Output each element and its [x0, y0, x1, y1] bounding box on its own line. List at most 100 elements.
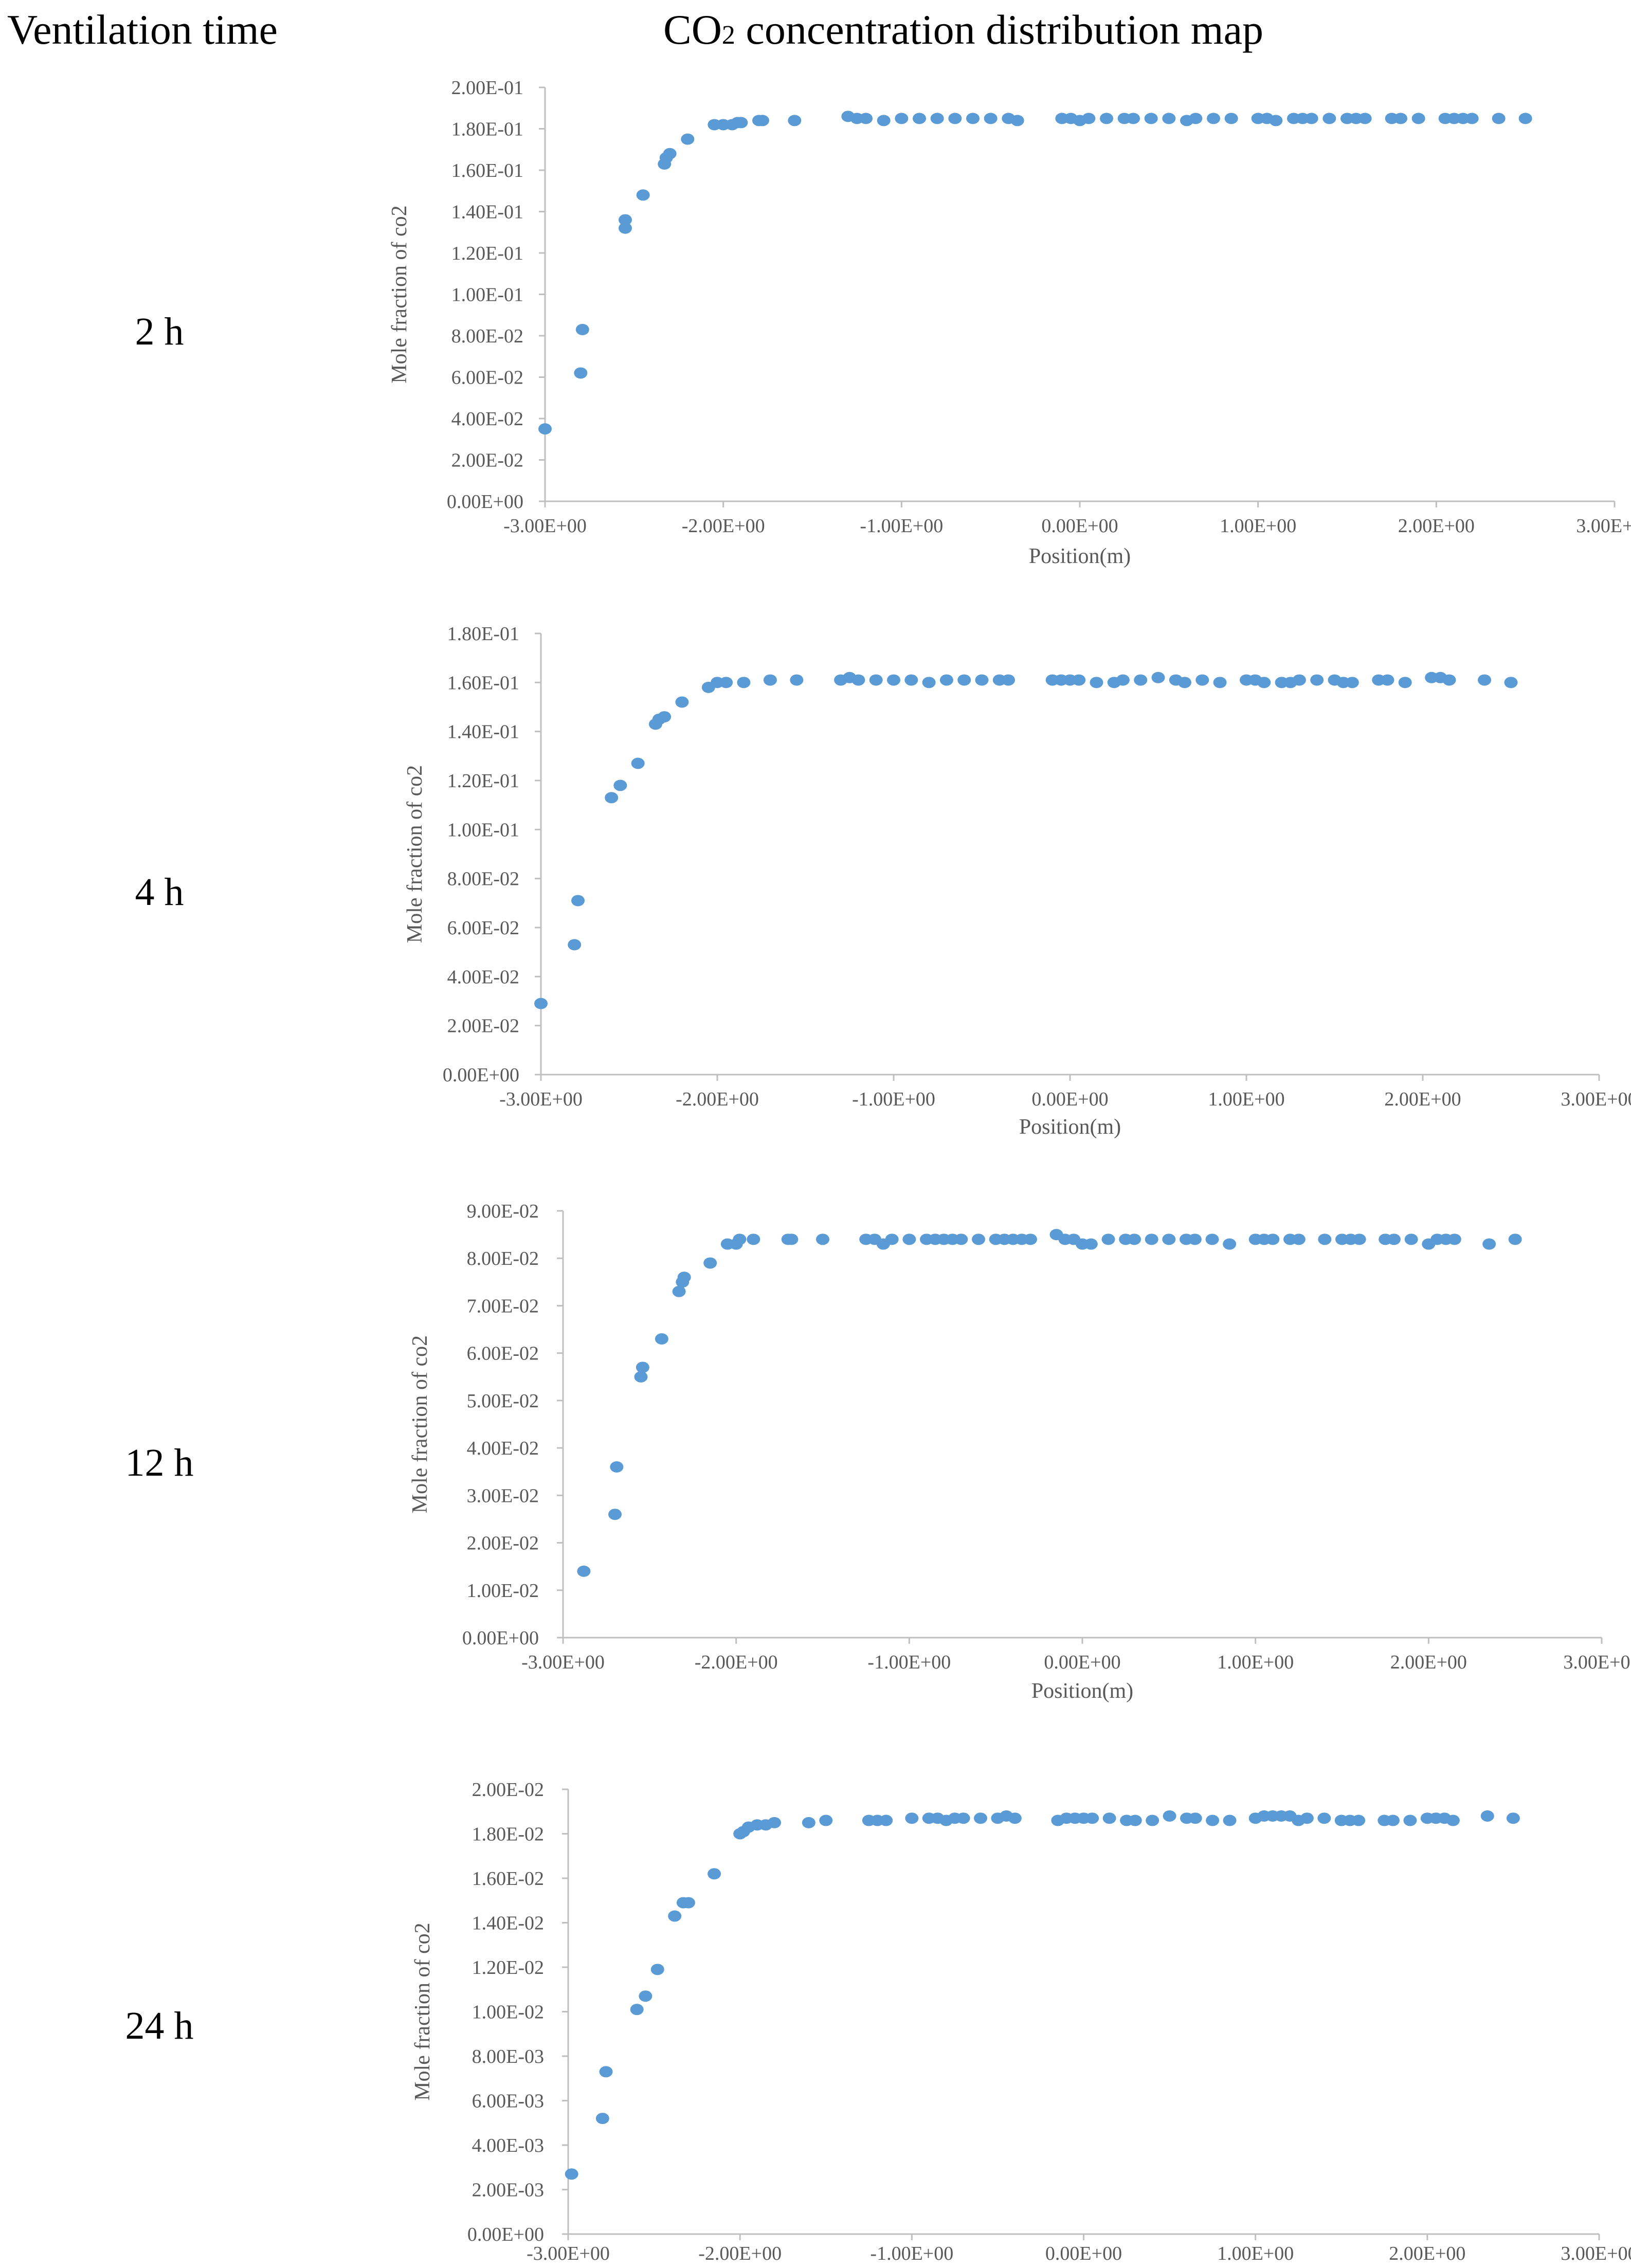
data-point [577, 1565, 591, 1577]
header-co2-suffix: concentration distribution map [735, 6, 1263, 53]
data-point [681, 133, 695, 145]
y-tick-label: 1.40E-01 [447, 721, 519, 743]
y-tick-label: 0.00E+00 [447, 491, 523, 513]
data-point [1128, 1233, 1141, 1245]
x-tick-label: 3.00E+00 [1576, 515, 1631, 537]
data-point [1386, 1815, 1400, 1826]
scatter-chart-2h: 0.00E+00 2.00E-02 4.00E-02 6.00E-02 8.00E-02… [388, 77, 1631, 568]
data-point [859, 113, 873, 124]
x-tick-label: 1.00E+00 [1217, 1652, 1294, 1673]
data-point [1387, 1233, 1401, 1245]
data-point [672, 1285, 686, 1297]
data-point [631, 757, 645, 769]
data-point [1151, 672, 1165, 683]
x-tick-label: 0.00E+00 [1045, 2243, 1122, 2264]
data-point [1116, 674, 1130, 686]
data-point [790, 674, 804, 686]
data-point [887, 674, 900, 686]
x-tick-label: -1.00E+00 [860, 515, 943, 537]
data-point [1128, 1815, 1142, 1826]
data-point [1213, 677, 1227, 688]
data-point [1177, 677, 1191, 688]
y-axis-title: Mole fraction of co2 [403, 765, 427, 943]
data-point [599, 2066, 613, 2078]
data-point [677, 1272, 691, 1283]
data-point [1127, 113, 1140, 124]
y-tick-label: 2.00E-02 [472, 1779, 544, 1801]
y-tick-label: 1.20E-01 [447, 770, 519, 792]
x-tick-label: 2.00E+00 [1389, 2243, 1465, 2264]
data-point [788, 115, 802, 126]
x-tick-label: -3.00E+00 [499, 1088, 583, 1110]
data-point [1145, 1233, 1158, 1245]
y-tick-label: 8.00E-02 [467, 1248, 539, 1269]
data-point [636, 1362, 649, 1373]
data-point [768, 1817, 781, 1828]
data-point [675, 696, 689, 708]
data-point [1352, 1815, 1366, 1826]
y-axis-title: Mole fraction of co2 [408, 1335, 432, 1513]
data-point [879, 1815, 893, 1826]
data-point [575, 323, 589, 335]
data-point [1398, 677, 1412, 688]
x-axis-title: Position(m) [1031, 1679, 1133, 1703]
data-point [639, 1990, 653, 2002]
y-tick-label: 1.40E-01 [451, 202, 523, 223]
y-tick-label: 9.00E-02 [467, 1201, 539, 1222]
y-tick-label: 2.00E-02 [451, 450, 523, 471]
y-tick-label: 0.00E+00 [467, 2224, 544, 2245]
data-point [1223, 1815, 1237, 1826]
data-point [1403, 1815, 1417, 1826]
data-point [1478, 674, 1492, 686]
data-point [655, 1333, 668, 1345]
x-tick-label: -2.00E+00 [698, 2243, 782, 2264]
data-point [1506, 1812, 1520, 1824]
data-point [634, 1371, 648, 1383]
data-point [636, 189, 650, 201]
data-point [534, 997, 548, 1009]
data-point [703, 1257, 717, 1269]
y-tick-label: 8.00E-03 [472, 2046, 544, 2067]
data-point [668, 1910, 682, 1922]
data-point [619, 214, 632, 226]
data-point [1100, 113, 1113, 124]
y-tick-label: 1.60E-01 [447, 672, 519, 694]
data-point [802, 1817, 816, 1828]
data-point [630, 2004, 644, 2016]
x-tick-label: 2.00E+00 [1390, 1652, 1467, 1673]
data-point [984, 113, 998, 124]
data-point [1480, 1810, 1494, 1822]
y-tick-label: 1.20E-01 [451, 243, 523, 264]
data-point [1518, 113, 1532, 124]
x-tick-label: 1.00E+00 [1208, 1088, 1284, 1110]
data-point [1188, 1812, 1202, 1824]
x-tick-label: -3.00E+00 [503, 515, 587, 537]
row-label-4h: 4 h [135, 870, 184, 914]
data-point [1266, 1233, 1280, 1245]
y-tick-label: 1.60E-02 [472, 1868, 544, 1890]
scatter-chart-12h: 0.00E+00 1.00E-02 2.00E-02 3.00E-02 4.00E-02… [408, 1201, 1631, 1703]
data-point [1024, 1233, 1037, 1245]
x-tick-label: 0.00E+00 [1031, 1088, 1108, 1110]
data-point [1162, 1233, 1176, 1245]
x-tick-label: -1.00E+00 [870, 2243, 953, 2264]
x-tick-label: 3.00E+00 [1561, 2243, 1631, 2264]
y-tick-label: 6.00E-02 [451, 367, 523, 389]
data-point [610, 1461, 624, 1473]
header-co2-subscript: 2 [721, 21, 735, 50]
data-point [1010, 115, 1024, 126]
x-tick-label: -2.00E+00 [682, 515, 765, 537]
y-tick-label: 1.80E-02 [472, 1824, 544, 1845]
data-point [1189, 113, 1203, 124]
data-point [734, 117, 748, 129]
data-point [747, 1233, 760, 1245]
x-tick-label: -3.00E+00 [527, 2243, 610, 2264]
y-tick-label: 1.00E-02 [472, 2002, 544, 2023]
x-tick-label: 0.00E+00 [1041, 515, 1118, 537]
data-point [1269, 115, 1283, 126]
x-tick-label: -2.00E+00 [676, 1088, 759, 1110]
data-point [1090, 677, 1103, 688]
x-axis-title: Position(m) [1019, 1115, 1121, 1139]
data-point [922, 677, 936, 688]
data-point [1207, 113, 1220, 124]
